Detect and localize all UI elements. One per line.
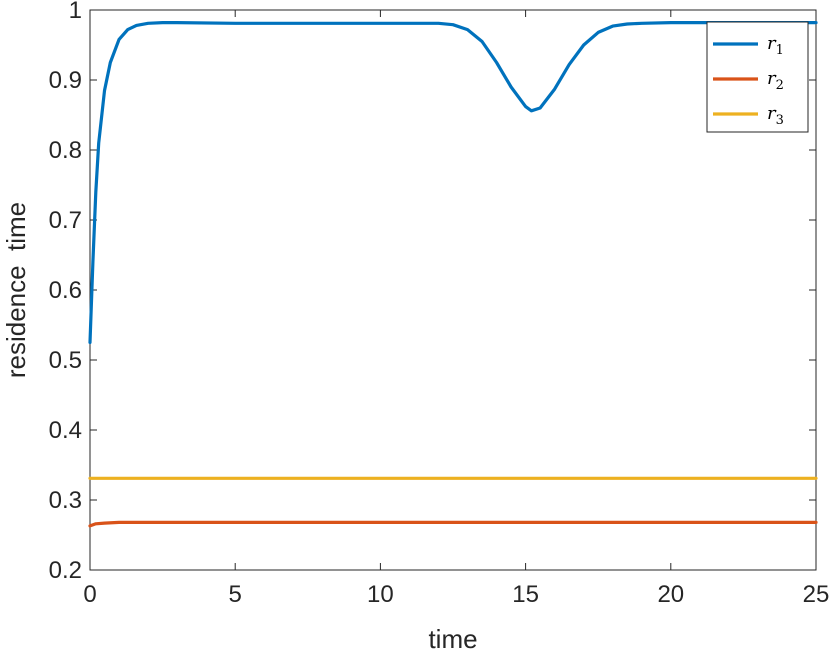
series-line-r1 <box>88 21 818 345</box>
legend-label-r3: r3 <box>767 103 784 128</box>
x-tick-label: 25 <box>803 581 830 608</box>
y-axis-label: residence time <box>1 202 31 378</box>
axis-ticks: 0 5 10 15 20 25 0.2 0.3 0.4 0.5 0.6 0.7 0.8 0.9 1 <box>49 0 830 608</box>
x-axis-label: time <box>428 624 477 653</box>
y-tick-label: 0.4 <box>49 417 82 444</box>
y-tick-label: 0.8 <box>49 137 82 164</box>
x-tick-label: 5 <box>229 581 242 608</box>
y-tick-label: 0.6 <box>49 277 82 304</box>
x-tick-label: 15 <box>512 581 539 608</box>
y-tick-label: 0.7 <box>49 207 82 234</box>
x-tick-label: 10 <box>367 581 394 608</box>
y-tick-label: 0.5 <box>49 347 82 374</box>
y-tick-label: 1 <box>69 0 82 24</box>
legend: r1 r2 r3 <box>706 21 809 133</box>
y-tick-label: 0.2 <box>49 557 82 584</box>
x-tick-label: 20 <box>657 581 684 608</box>
y-tick-label: 0.3 <box>49 487 82 514</box>
x-tick-label: 0 <box>83 581 96 608</box>
y-tick-label: 0.9 <box>49 67 82 94</box>
plot-area <box>89 9 817 571</box>
legend-label-r2: r2 <box>767 68 784 93</box>
legend-label-r1: r1 <box>767 33 784 58</box>
series-lines <box>88 21 818 528</box>
series-line-r2 <box>88 520 818 528</box>
